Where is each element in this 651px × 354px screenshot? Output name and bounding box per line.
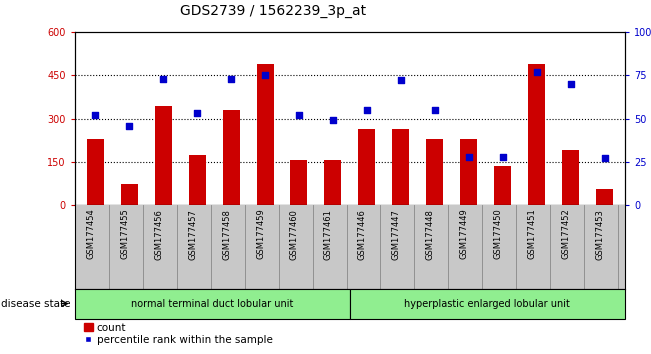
Bar [256,64,273,205]
Point [464,154,474,160]
Text: GSM177460: GSM177460 [290,209,299,259]
Bar [155,105,172,205]
Bar [426,139,443,205]
Text: GSM177447: GSM177447 [392,209,401,259]
Point [566,81,576,87]
Bar [562,149,579,205]
Text: hyperplastic enlarged lobular unit: hyperplastic enlarged lobular unit [404,298,570,309]
Text: GSM177446: GSM177446 [358,209,367,259]
Text: GSM177451: GSM177451 [528,209,536,259]
Bar [189,155,206,205]
FancyBboxPatch shape [350,289,625,319]
Point [192,110,202,116]
Point [362,107,372,113]
Text: disease state: disease state [1,298,71,309]
Point [600,156,610,161]
Bar [596,189,613,205]
Text: GSM177449: GSM177449 [460,209,469,259]
FancyBboxPatch shape [75,289,350,319]
Bar [223,110,240,205]
Point [90,112,100,118]
Point [226,76,236,81]
Text: GSM177461: GSM177461 [324,209,333,259]
Text: normal terminal duct lobular unit: normal terminal duct lobular unit [132,298,294,309]
Text: GSM177450: GSM177450 [493,209,503,259]
Text: GSM177457: GSM177457 [188,209,197,259]
Point [497,154,508,160]
Point [531,69,542,75]
Point [158,76,169,81]
Point [327,118,338,123]
Text: GSM177452: GSM177452 [562,209,571,259]
Point [124,123,134,129]
Bar [393,129,409,205]
Legend: count, percentile rank within the sample: count, percentile rank within the sample [80,318,277,349]
Point [294,112,304,118]
Bar [460,139,477,205]
Text: GSM177453: GSM177453 [596,209,605,259]
Bar [120,184,137,205]
Bar [359,129,376,205]
Bar [494,166,511,205]
Point [396,78,406,83]
Text: GSM177459: GSM177459 [256,209,265,259]
Text: GSM177458: GSM177458 [222,209,231,259]
Point [430,107,440,113]
Bar [87,139,104,205]
Text: GSM177454: GSM177454 [86,209,95,259]
Bar [528,64,545,205]
Bar [290,160,307,205]
Text: GSM177456: GSM177456 [154,209,163,259]
Bar [324,160,341,205]
Point [260,73,270,78]
Text: GDS2739 / 1562239_3p_at: GDS2739 / 1562239_3p_at [180,4,367,18]
Text: GSM177448: GSM177448 [426,209,435,259]
Text: GSM177455: GSM177455 [120,209,129,259]
